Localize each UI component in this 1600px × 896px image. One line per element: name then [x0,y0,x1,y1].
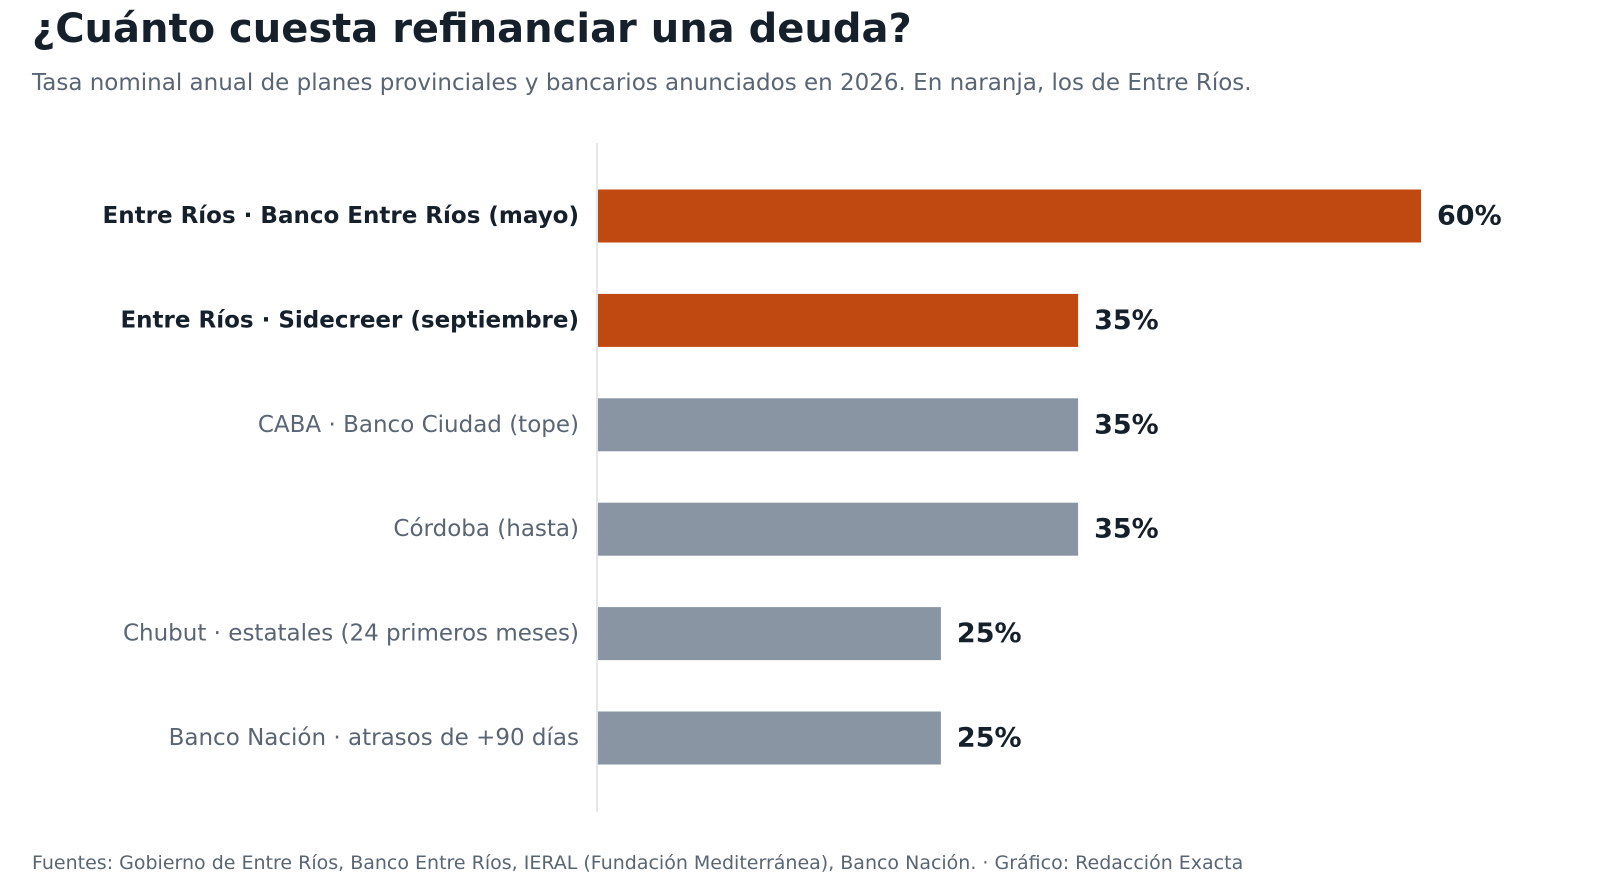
bar [598,293,1079,347]
bar [598,502,1079,556]
category-label: Entre Ríos · Sidecreer (septiembre) [120,307,579,333]
category-label: Córdoba (hasta) [393,516,579,542]
chart-title: ¿Cuánto cuesta refinanciar una deuda? [32,6,912,52]
source-footer: Fuentes: Gobierno de Entre Ríos, Banco E… [32,852,1244,874]
bar [598,398,1079,452]
bar [598,189,1421,243]
bar [598,607,941,661]
value-label: 35% [1094,409,1159,440]
category-label: Chubut · estatales (24 primeros meses) [123,621,579,647]
category-label: CABA · Banco Ciudad (tope) [258,412,579,438]
category-label: Banco Nación · atrasos de +90 días [169,725,579,751]
bar-chart: Entre Ríos · Banco Entre Ríos (mayo) 60% E… [103,143,1502,812]
chart-subtitle: Tasa nominal anual de planes provinciale… [32,70,1252,96]
value-label: 35% [1094,305,1159,336]
bar [598,711,941,765]
value-label: 25% [957,723,1022,754]
category-label: Entre Ríos · Banco Entre Ríos (mayo) [103,203,579,229]
value-label: 60% [1437,201,1502,232]
value-label: 25% [957,618,1022,649]
value-label: 35% [1094,514,1159,545]
